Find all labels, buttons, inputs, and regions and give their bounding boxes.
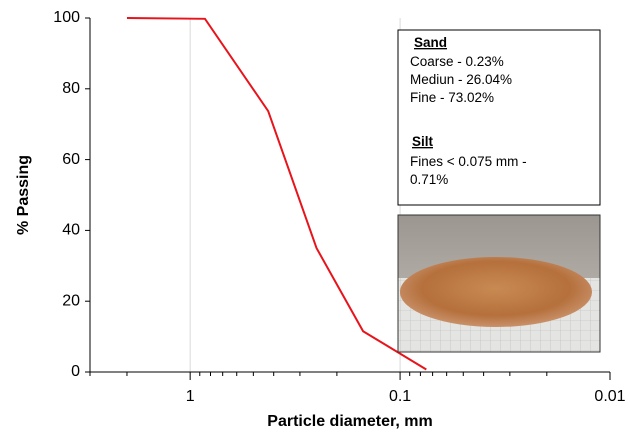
silt-line: Fines < 0.075 mm - [410, 154, 527, 169]
legend-box: Sand Coarse - 0.23% Mediun - 26.04% Fine… [397, 29, 601, 206]
y-tick-label: 80 [62, 80, 80, 97]
x-tick-label: 0.1 [389, 388, 411, 405]
silt-title: Silt [412, 134, 434, 149]
sand-line: Mediun - 26.04% [410, 72, 512, 87]
photo-frame [397, 214, 601, 353]
x-axis-label: Particle diameter, mm [267, 413, 432, 430]
sand-line: Fine - 73.02% [410, 90, 494, 105]
y-tick-label: 60 [62, 151, 80, 168]
data-line [126, 17, 427, 371]
photo-sand-pile [400, 257, 592, 327]
y-tick-label: 20 [62, 292, 80, 309]
silt-line: 0.71% [410, 172, 448, 187]
y-tick-label: 40 [62, 222, 80, 239]
sample-photo [397, 214, 601, 353]
y-tick-label: 0 [71, 363, 80, 380]
x-tick-label: 0.01 [594, 388, 625, 405]
annotation-box [397, 29, 601, 206]
x-tick-label: 1 [186, 388, 195, 405]
y-axis-label: % Passing [15, 155, 32, 235]
sand-title: Sand [414, 35, 447, 50]
y-tick-label: 100 [53, 9, 80, 26]
sand-line: Coarse - 0.23% [410, 54, 504, 69]
